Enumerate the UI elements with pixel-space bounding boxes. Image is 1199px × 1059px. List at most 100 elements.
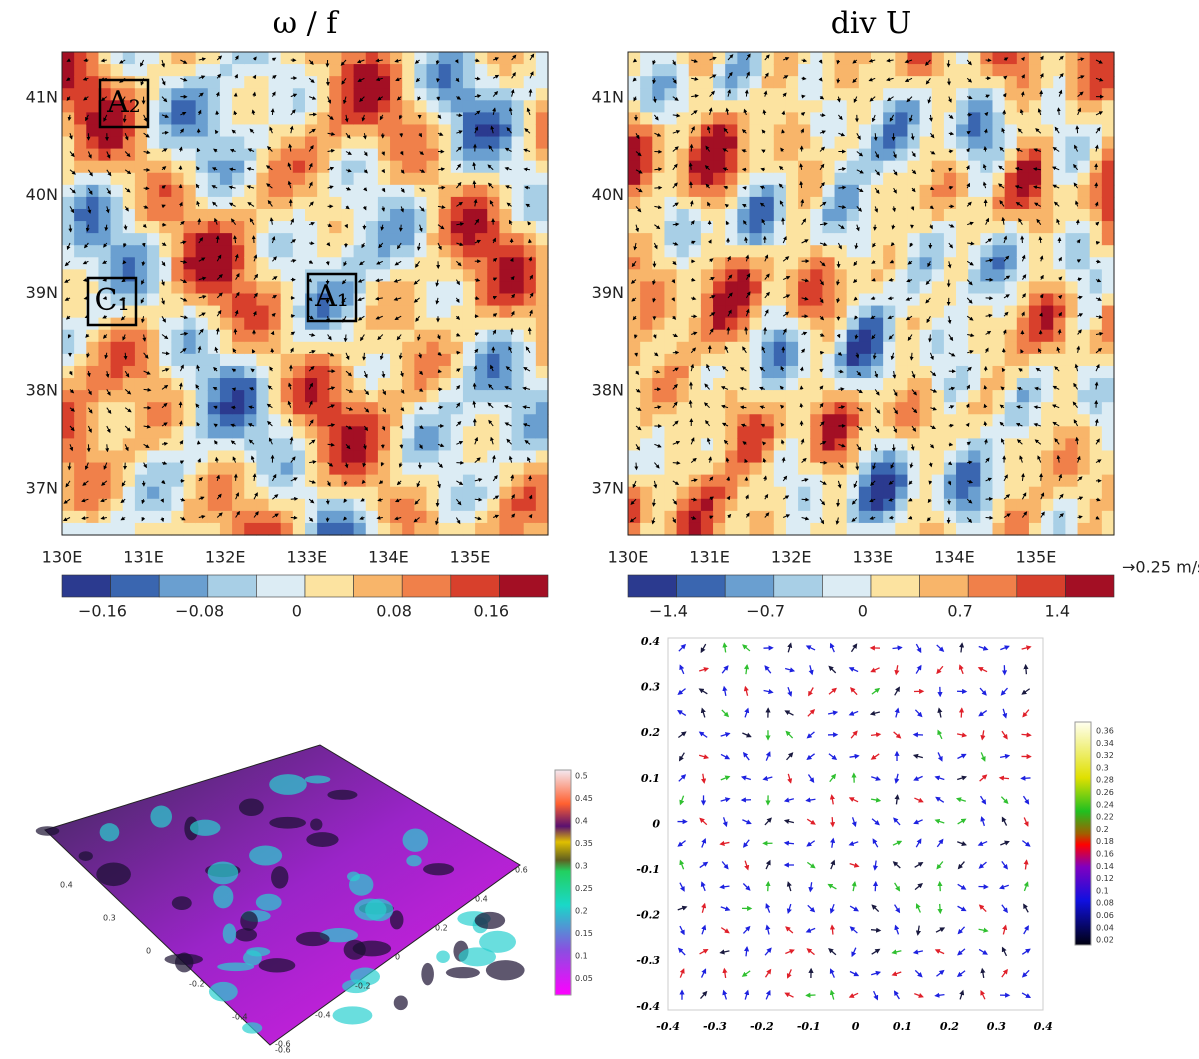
field-cell	[640, 487, 653, 500]
field-cell	[847, 112, 860, 125]
field-cell	[1090, 450, 1103, 463]
field-cell	[524, 257, 537, 270]
field-cell	[689, 475, 702, 488]
field-cell	[1017, 499, 1030, 512]
field-cell	[524, 100, 537, 113]
field-cell	[640, 149, 653, 162]
field-cell	[822, 221, 835, 234]
field-cell	[701, 124, 714, 137]
field-cell	[366, 52, 379, 65]
field-cell	[1017, 281, 1030, 294]
field-cell	[147, 475, 160, 488]
field-cell	[329, 137, 342, 150]
field-cell	[463, 511, 476, 524]
field-cell	[147, 161, 160, 174]
field-cell	[725, 426, 738, 439]
field-cell	[956, 475, 969, 488]
field-cell	[968, 318, 981, 331]
field-cell	[944, 137, 957, 150]
field-cell	[640, 281, 653, 294]
field-cell	[1017, 294, 1030, 307]
field-cell	[1102, 257, 1115, 270]
field-cell	[859, 269, 872, 282]
field-cell	[86, 88, 99, 101]
surface-peak	[239, 799, 264, 816]
field-cell	[171, 330, 184, 343]
field-cell	[463, 366, 476, 379]
field-cell	[341, 209, 354, 222]
field-cell	[956, 64, 969, 77]
field-cell	[835, 354, 848, 367]
field-cell	[968, 149, 981, 162]
field-cell	[810, 112, 823, 125]
field-cell	[147, 414, 160, 427]
field-cell	[62, 294, 75, 307]
field-cell	[701, 185, 714, 198]
field-cell	[354, 64, 367, 77]
field-cell	[750, 450, 763, 463]
field-cell	[835, 52, 848, 65]
field-cell	[713, 342, 726, 355]
field-cell	[475, 438, 488, 451]
field-cell	[1078, 438, 1091, 451]
field-cell	[281, 366, 294, 379]
field-cell	[111, 257, 124, 270]
field-cell	[907, 354, 920, 367]
field-cell	[414, 499, 427, 512]
field-cell	[98, 511, 111, 524]
field-cell	[487, 463, 500, 476]
field-cell	[786, 438, 799, 451]
field-cell	[244, 294, 257, 307]
field-cell	[524, 173, 537, 186]
field-cell	[713, 499, 726, 512]
field-cell	[883, 257, 896, 270]
field-cell	[536, 330, 549, 343]
field-cell	[1029, 112, 1042, 125]
field-cell	[1102, 523, 1115, 536]
field-cell	[1078, 149, 1091, 162]
field-cell	[980, 390, 993, 403]
field-cell	[847, 487, 860, 500]
field-cell	[402, 366, 415, 379]
field-cell	[341, 499, 354, 512]
field-cell	[786, 197, 799, 210]
field-cell	[341, 161, 354, 174]
field-cell	[317, 245, 330, 258]
field-cell	[512, 100, 525, 113]
field-cell	[171, 463, 184, 476]
field-cell	[750, 438, 763, 451]
field-cell	[664, 221, 677, 234]
field-cell	[98, 402, 111, 415]
field-cell	[499, 64, 512, 77]
field-cell	[111, 137, 124, 150]
field-cell	[536, 354, 549, 367]
field-cell	[463, 233, 476, 246]
field-cell	[487, 137, 500, 150]
field-cell	[1090, 245, 1103, 258]
field-cell	[786, 450, 799, 463]
field-cell	[944, 414, 957, 427]
field-cell	[512, 197, 525, 210]
field-cell	[269, 173, 282, 186]
field-cell	[798, 233, 811, 246]
field-cell	[329, 88, 342, 101]
field-cell	[463, 137, 476, 150]
axis-label: -0.4	[232, 1013, 248, 1022]
field-cell	[920, 281, 933, 294]
field-cell	[810, 306, 823, 319]
field-cell	[451, 318, 464, 331]
field-cell	[256, 511, 269, 524]
field-cell	[664, 450, 677, 463]
field-cell	[907, 342, 920, 355]
field-cell	[895, 450, 908, 463]
field-cell	[184, 221, 197, 234]
field-cell	[439, 64, 452, 77]
field-cell	[147, 318, 160, 331]
field-cell	[111, 523, 124, 536]
field-cell	[798, 511, 811, 524]
field-cell	[980, 402, 993, 415]
field-cell	[980, 475, 993, 488]
colorbar-label: 0.16	[473, 602, 509, 621]
field-cell	[822, 523, 835, 536]
field-cell	[329, 197, 342, 210]
